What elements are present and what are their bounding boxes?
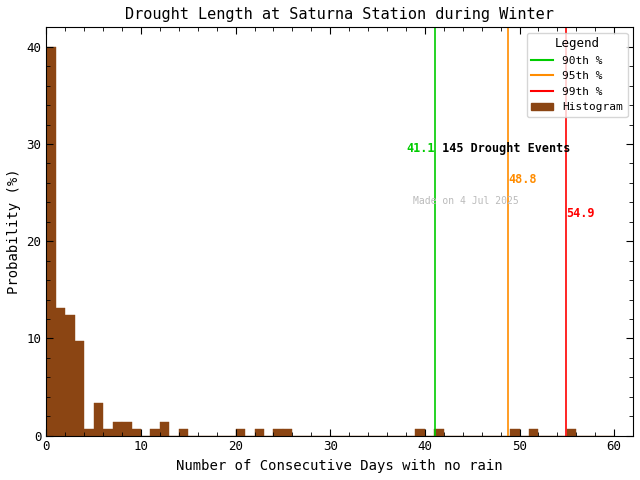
Bar — [46, 47, 56, 436]
Bar — [273, 429, 283, 436]
Bar — [84, 429, 93, 436]
Bar — [103, 429, 113, 436]
Bar — [150, 429, 160, 436]
Bar — [179, 429, 188, 436]
Bar — [113, 422, 122, 436]
Text: 145 Drought Events: 145 Drought Events — [435, 142, 571, 155]
Bar — [283, 429, 292, 436]
Bar — [567, 429, 576, 436]
Bar — [510, 429, 520, 436]
Title: Drought Length at Saturna Station during Winter: Drought Length at Saturna Station during… — [125, 7, 554, 22]
X-axis label: Number of Consecutive Days with no rain: Number of Consecutive Days with no rain — [177, 459, 503, 473]
Bar — [93, 403, 103, 436]
Text: Made on 4 Jul 2025: Made on 4 Jul 2025 — [413, 196, 519, 206]
Y-axis label: Probability (%): Probability (%) — [7, 168, 21, 294]
Bar — [56, 308, 65, 436]
Bar — [236, 429, 245, 436]
Legend: 90th %, 95th %, 99th %, Histogram: 90th %, 95th %, 99th %, Histogram — [527, 33, 627, 117]
Bar — [65, 315, 75, 436]
Bar — [255, 429, 264, 436]
Bar — [160, 422, 170, 436]
Text: 41.1: 41.1 — [407, 142, 435, 155]
Bar — [529, 429, 538, 436]
Text: 48.8: 48.8 — [508, 173, 537, 186]
Bar — [122, 422, 132, 436]
Bar — [415, 429, 425, 436]
Bar — [75, 341, 84, 436]
Text: 54.9: 54.9 — [566, 207, 595, 220]
Bar — [132, 429, 141, 436]
Bar — [435, 429, 444, 436]
